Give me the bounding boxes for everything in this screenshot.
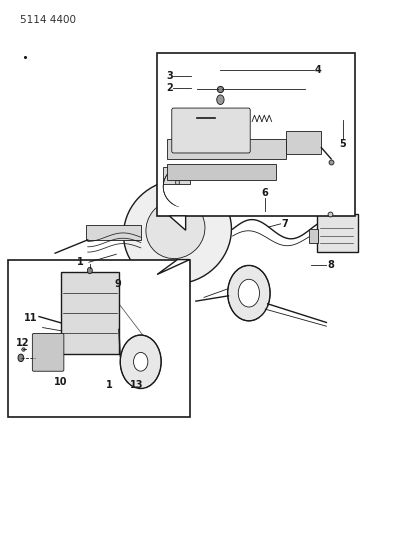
FancyBboxPatch shape <box>86 225 141 240</box>
Polygon shape <box>157 260 190 274</box>
Circle shape <box>87 268 92 274</box>
Text: 1: 1 <box>106 380 113 390</box>
Bar <box>167 164 276 180</box>
Circle shape <box>238 279 259 307</box>
Text: 3: 3 <box>166 71 173 80</box>
FancyBboxPatch shape <box>317 214 358 252</box>
Circle shape <box>217 95 224 104</box>
Text: 6: 6 <box>262 188 268 198</box>
Bar <box>167 140 286 159</box>
FancyBboxPatch shape <box>172 108 250 153</box>
Text: 10: 10 <box>53 377 67 387</box>
Ellipse shape <box>146 200 205 259</box>
Text: 11: 11 <box>24 313 38 323</box>
Bar <box>286 131 322 154</box>
Ellipse shape <box>124 180 231 284</box>
Bar <box>157 53 355 216</box>
Bar <box>163 167 190 184</box>
Text: 4: 4 <box>315 66 322 75</box>
Circle shape <box>228 265 270 321</box>
Text: 5114 4400: 5114 4400 <box>20 15 75 25</box>
Circle shape <box>18 354 24 361</box>
Polygon shape <box>169 216 186 230</box>
Text: 13: 13 <box>130 380 144 390</box>
Bar <box>61 272 119 354</box>
Bar <box>309 229 318 243</box>
Bar <box>8 260 190 417</box>
Circle shape <box>133 352 148 371</box>
Text: 1: 1 <box>78 257 84 267</box>
Text: 5: 5 <box>339 139 346 149</box>
FancyBboxPatch shape <box>32 334 64 371</box>
Text: 2: 2 <box>166 83 173 93</box>
Text: 9: 9 <box>115 279 122 288</box>
Text: 12: 12 <box>16 338 29 348</box>
Text: 7: 7 <box>282 219 288 229</box>
Circle shape <box>120 335 161 389</box>
Text: 8: 8 <box>327 261 334 270</box>
